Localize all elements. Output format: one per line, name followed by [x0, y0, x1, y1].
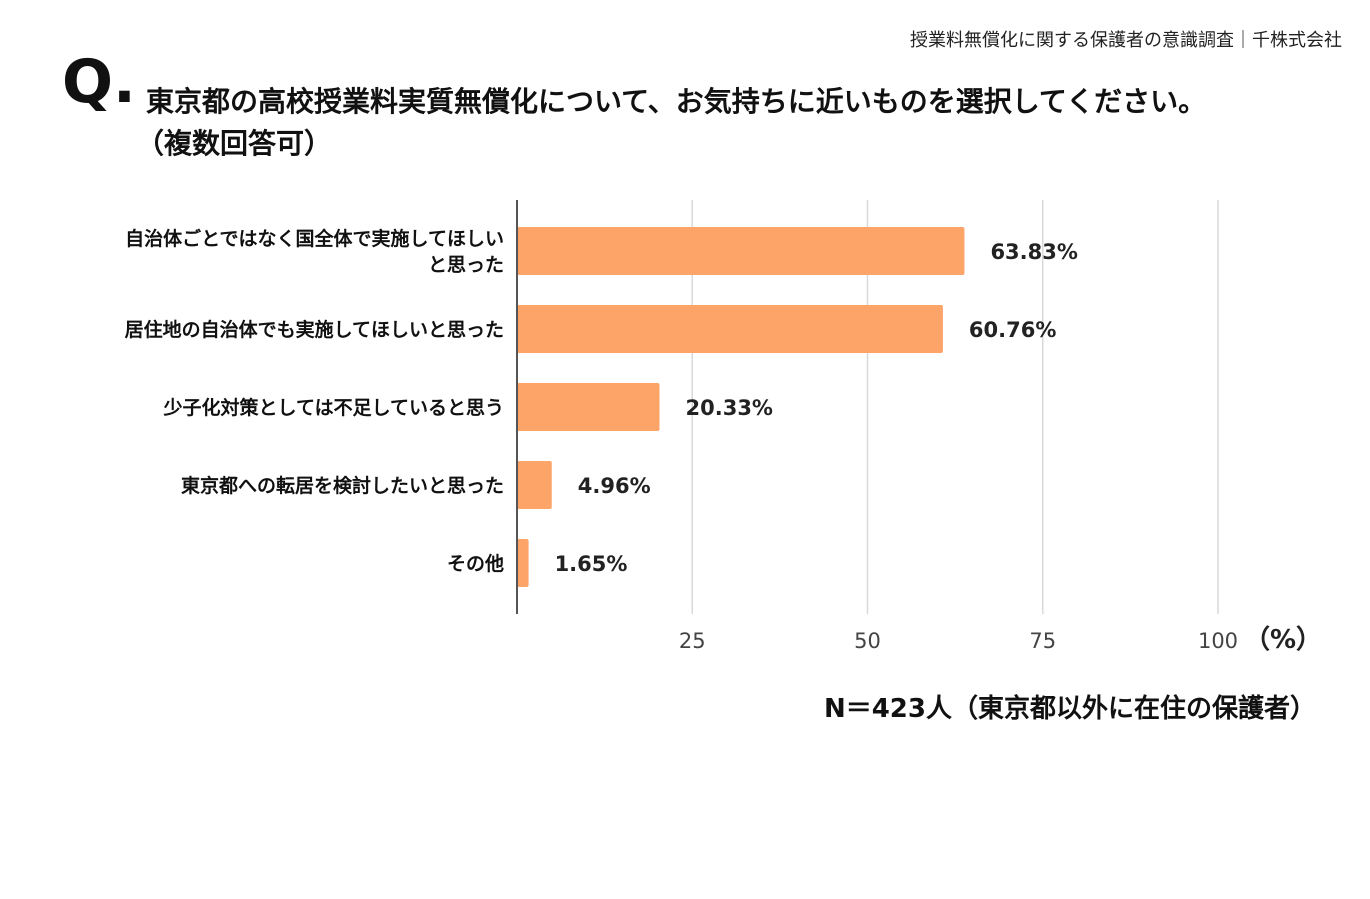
sample-size-note: N＝423人（東京都以外に在住の保護者）: [823, 694, 1316, 724]
question-text: 東京都の高校授業料実質無償化について、お気持ちに近いものを選択してください。: [146, 85, 1207, 118]
x-tick-label: 25: [679, 629, 706, 653]
survey-source: 授業料無償化に関する保護者の意識調査｜千株式会社: [910, 30, 1342, 51]
x-unit-label: （%）: [1244, 625, 1322, 655]
question-note: （複数回答可）: [136, 127, 333, 160]
question-mark: Q.: [62, 47, 136, 117]
bar-value-label: 20.33%: [686, 396, 773, 420]
category-label: 居住地の自治体でも実施してほしいと思った: [125, 318, 504, 341]
x-tick-label: 50: [854, 629, 881, 653]
bar: [517, 539, 529, 587]
bar-value-label: 1.65%: [555, 552, 628, 576]
bar-value-label: 63.83%: [990, 240, 1077, 264]
category-label: 少子化対策としては不足していると思う: [163, 396, 504, 419]
bar: [517, 461, 552, 509]
bar-value-label: 60.76%: [969, 318, 1056, 342]
bar: [517, 383, 660, 431]
category-label: 東京都への転居を検討したいと思った: [181, 474, 504, 497]
category-label: その他: [447, 552, 504, 575]
bar: [517, 227, 965, 275]
bar: [517, 305, 943, 353]
x-tick-label: 75: [1029, 629, 1056, 653]
bar-chart: 25 50 75 100 （%） 63.83% 自治体ごとではなく国全体で実施してほしいと思…: [125, 200, 1322, 655]
x-tick-label: 100: [1198, 629, 1238, 653]
bar-value-label: 4.96%: [578, 474, 651, 498]
category-label: と思った: [428, 254, 504, 276]
category-label: 自治体ごとではなく国全体で実施してほしい: [125, 227, 504, 250]
